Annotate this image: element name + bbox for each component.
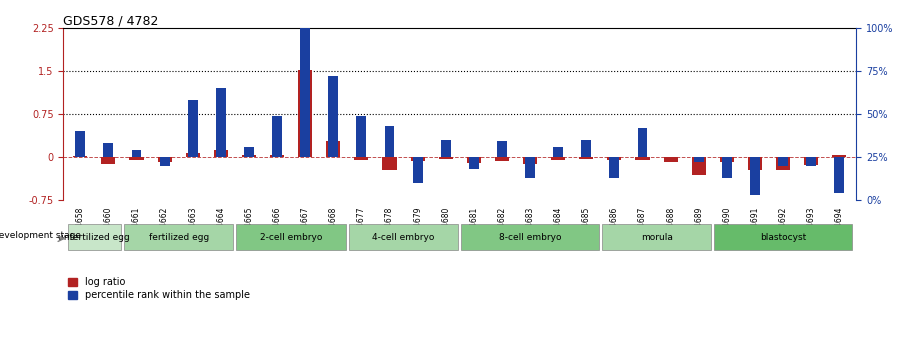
Bar [461, 224, 599, 250]
Bar [382, 157, 397, 170]
Bar [579, 157, 593, 159]
Bar [101, 157, 115, 164]
Bar [73, 156, 87, 157]
Bar [806, 157, 816, 166]
Bar [328, 76, 338, 157]
Bar [663, 157, 678, 162]
Bar [750, 157, 760, 195]
Bar [525, 157, 535, 178]
Bar [300, 28, 310, 157]
Bar [326, 141, 341, 157]
Bar [714, 224, 852, 250]
Bar [272, 116, 282, 157]
Text: 4-cell embryo: 4-cell embryo [372, 233, 435, 242]
Bar [635, 157, 650, 160]
Bar [349, 224, 458, 250]
Bar [242, 155, 256, 157]
Bar [694, 157, 704, 162]
Bar [748, 157, 762, 170]
Text: unfertilized egg: unfertilized egg [59, 233, 130, 242]
Text: blastocyst: blastocyst [760, 233, 806, 242]
Bar [186, 153, 199, 157]
Bar [467, 157, 481, 163]
Bar [720, 157, 734, 161]
Bar [610, 157, 620, 178]
Text: development stage: development stage [0, 231, 82, 240]
Bar [410, 157, 425, 161]
Bar [602, 224, 711, 250]
Text: 8-cell embryo: 8-cell embryo [499, 233, 562, 242]
Bar [356, 116, 366, 157]
Text: morula: morula [641, 233, 672, 242]
Bar [691, 157, 706, 175]
Bar [216, 88, 226, 157]
Bar [103, 143, 113, 157]
Bar [236, 224, 346, 250]
Bar [75, 131, 85, 157]
Text: 2-cell embryo: 2-cell embryo [260, 233, 323, 242]
Bar [384, 126, 394, 157]
Bar [158, 157, 171, 161]
Bar [805, 157, 818, 165]
Bar [214, 149, 228, 157]
Bar [776, 157, 790, 170]
Bar [413, 157, 422, 183]
Bar [523, 157, 537, 164]
Bar [607, 157, 622, 160]
Bar [124, 224, 234, 250]
Bar [188, 100, 198, 157]
Bar [582, 140, 592, 157]
Bar [469, 157, 478, 169]
Bar [244, 147, 254, 157]
Bar [270, 155, 284, 157]
Bar [68, 224, 121, 250]
Legend: log ratio, percentile rank within the sample: log ratio, percentile rank within the sa… [68, 277, 250, 300]
Bar [778, 157, 788, 166]
Bar [554, 147, 564, 157]
Bar [551, 157, 565, 160]
Bar [495, 157, 509, 161]
Bar [638, 128, 648, 157]
Bar [833, 155, 846, 157]
Bar [439, 157, 453, 159]
Text: GDS578 / 4782: GDS578 / 4782 [63, 14, 159, 28]
Bar [441, 140, 450, 157]
Bar [298, 70, 313, 157]
Bar [354, 157, 369, 160]
Bar [159, 157, 169, 166]
Bar [131, 150, 141, 157]
Text: fertilized egg: fertilized egg [149, 233, 208, 242]
Bar [497, 141, 506, 157]
Bar [722, 157, 732, 178]
Bar [130, 157, 143, 160]
Bar [834, 157, 844, 193]
